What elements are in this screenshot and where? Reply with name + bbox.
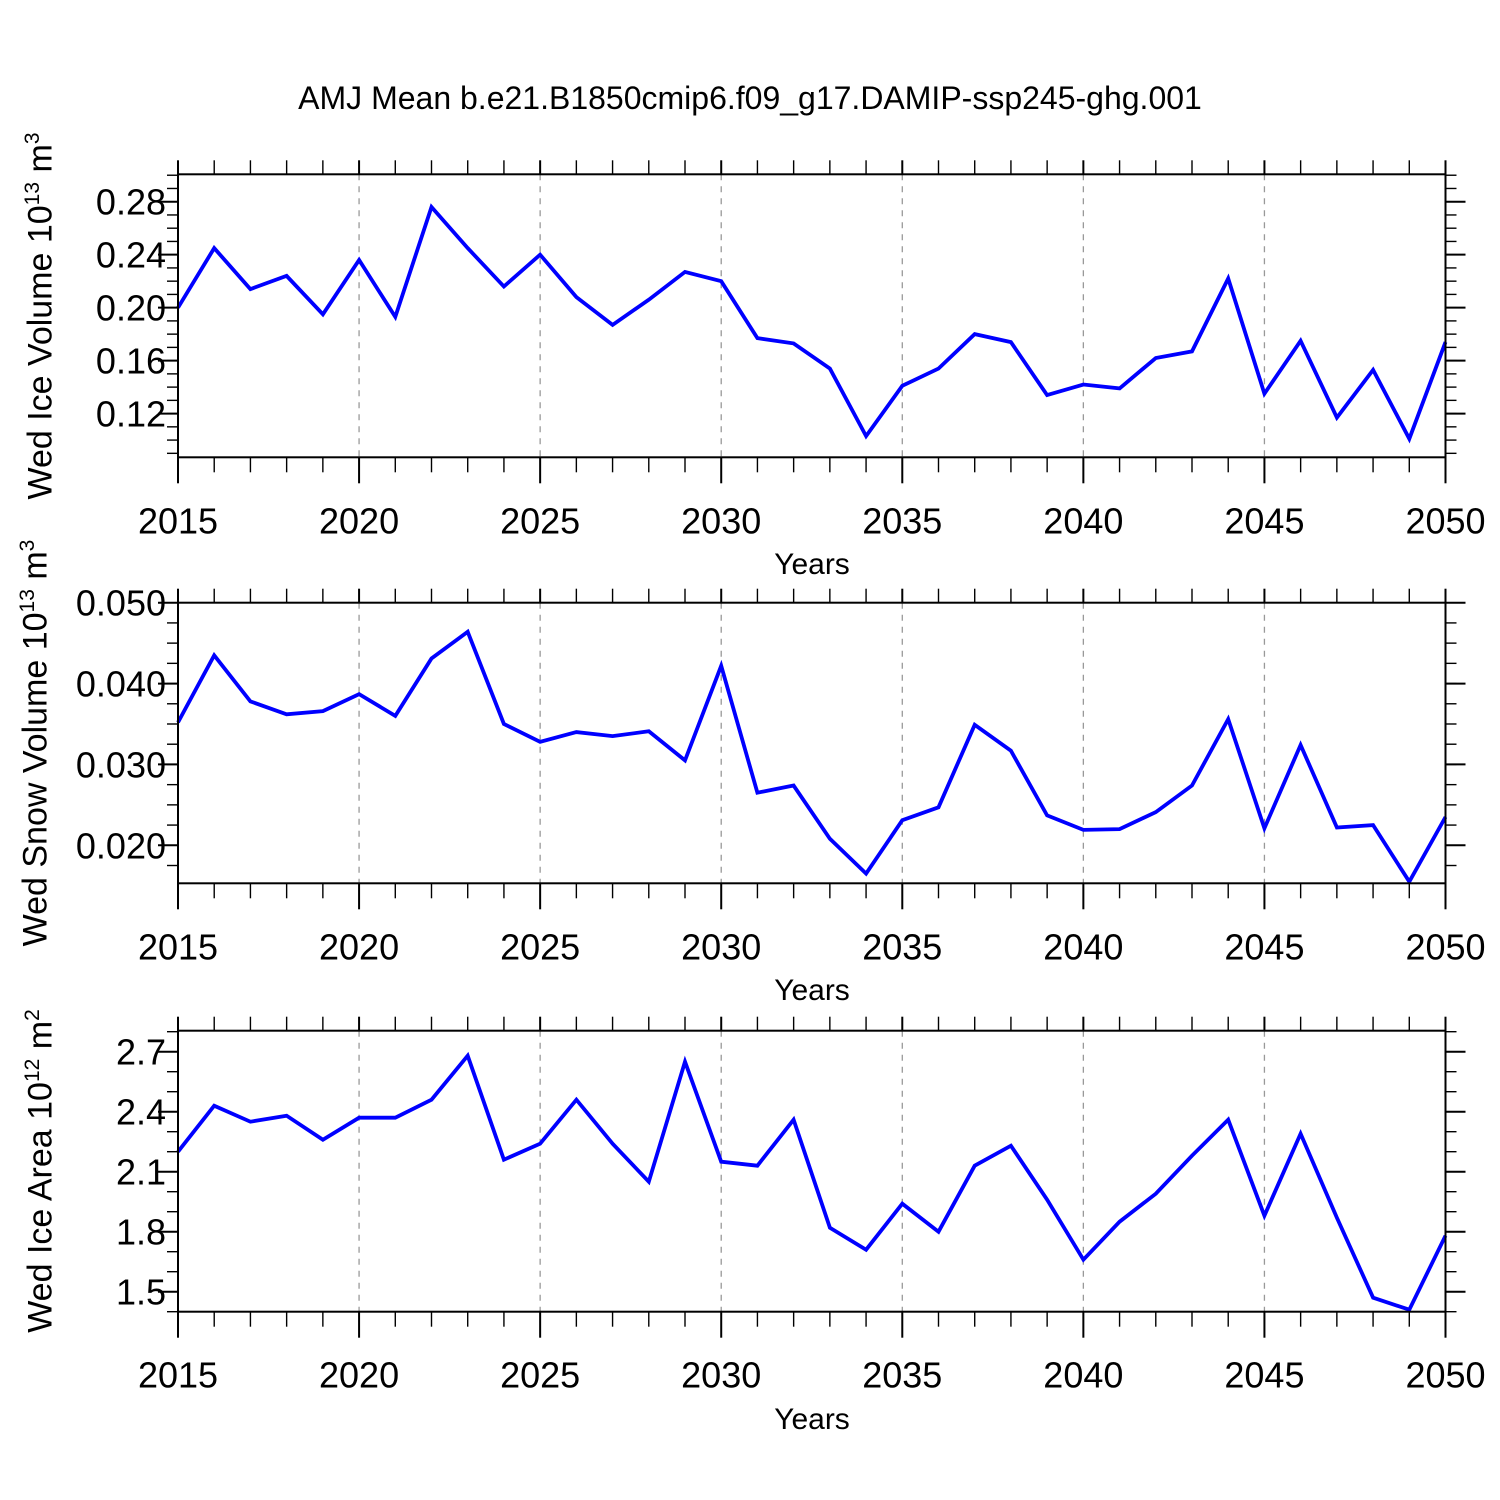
y-tick-label-0.24: 0.24 xyxy=(96,235,166,276)
x-tick-label-2045: 2045 xyxy=(1224,500,1304,541)
x-tick-label-2035: 2035 xyxy=(862,1355,942,1396)
x-tick-label-2015: 2015 xyxy=(138,926,218,967)
x-tick-label-2030: 2030 xyxy=(681,500,761,541)
x-tick-label-2025: 2025 xyxy=(500,1355,580,1396)
y-tick-label-0.20: 0.20 xyxy=(96,288,166,329)
chart-title: AMJ Mean b.e21.B1850cmip6.f09_g17.DAMIP-… xyxy=(298,80,1202,116)
y-tick-label-1.5: 1.5 xyxy=(116,1272,166,1313)
x-tick-label-2025: 2025 xyxy=(500,926,580,967)
x-tick-label-2030: 2030 xyxy=(681,1355,761,1396)
plot-wed-snow-volume: 0.020 0.030 0.040 0.050 2015 2020 2025 2030 2035… xyxy=(76,588,1486,967)
x-tick-label-2020: 2020 xyxy=(319,926,399,967)
y-tick-label-2.7: 2.7 xyxy=(116,1032,166,1073)
y-tick-label-0.030: 0.030 xyxy=(76,744,166,785)
wed-snow-volume-series-line xyxy=(176,628,1448,886)
x-tick-label-2050: 2050 xyxy=(1405,1355,1485,1396)
x-axis-label-years-top: Years xyxy=(774,548,850,581)
wed-ice-area-series-line xyxy=(176,1051,1448,1313)
plot-wed-ice-volume: 0.12 0.16 0.20 0.24 0.28 2015 2020 2025 2030 2035… xyxy=(96,160,1486,541)
y-tick-label-0.16: 0.16 xyxy=(96,341,166,382)
x-tick-label-2015: 2015 xyxy=(138,1355,218,1396)
y-tick-label-0.040: 0.040 xyxy=(76,664,166,705)
y-tick-label-2.4: 2.4 xyxy=(116,1092,166,1133)
y-tick-label-1.8: 1.8 xyxy=(116,1212,166,1253)
x-tick-label-2035: 2035 xyxy=(862,926,942,967)
x-tick-label-2020: 2020 xyxy=(319,1355,399,1396)
x-tick-label-2050: 2050 xyxy=(1405,926,1485,967)
wed-ice-volume-frame xyxy=(177,173,1447,459)
x-tick-label-2040: 2040 xyxy=(1043,1355,1123,1396)
y-tick-label-0.020: 0.020 xyxy=(76,825,166,866)
x-tick-label-2020: 2020 xyxy=(319,500,399,541)
y-tick-label-0.050: 0.050 xyxy=(76,588,166,624)
x-tick-label-2040: 2040 xyxy=(1043,500,1123,541)
x-tick-label-2030: 2030 xyxy=(681,926,761,967)
x-axis-label-years-bottom: Years xyxy=(774,1403,850,1436)
x-tick-label-2040: 2040 xyxy=(1043,926,1123,967)
x-tick-label-2015: 2015 xyxy=(138,500,218,541)
x-tick-label-2025: 2025 xyxy=(500,500,580,541)
x-tick-label-2045: 2045 xyxy=(1224,1355,1304,1396)
y-axis-label-unit: m xyxy=(16,551,55,590)
plot-wed-ice-area: 1.5 1.8 2.1 2.4 2.7 2015 2020 2025 2030 2035 2040 2… xyxy=(116,1016,1486,1396)
y-tick-label-0.28: 0.28 xyxy=(96,182,166,223)
x-axis-label-years-middle: Years xyxy=(774,974,850,1007)
x-tick-label-2050: 2050 xyxy=(1405,500,1485,541)
wed-ice-volume-series-line xyxy=(176,203,1448,444)
wed-snow-volume-frame xyxy=(177,601,1447,885)
y-tick-label-0.12: 0.12 xyxy=(96,394,166,435)
y-axis-label-unit-exponent: 3 xyxy=(16,539,39,552)
y-tick-label-2.1: 2.1 xyxy=(116,1152,166,1193)
x-tick-label-2035: 2035 xyxy=(862,500,942,541)
x-tick-label-2045: 2045 xyxy=(1224,926,1304,967)
